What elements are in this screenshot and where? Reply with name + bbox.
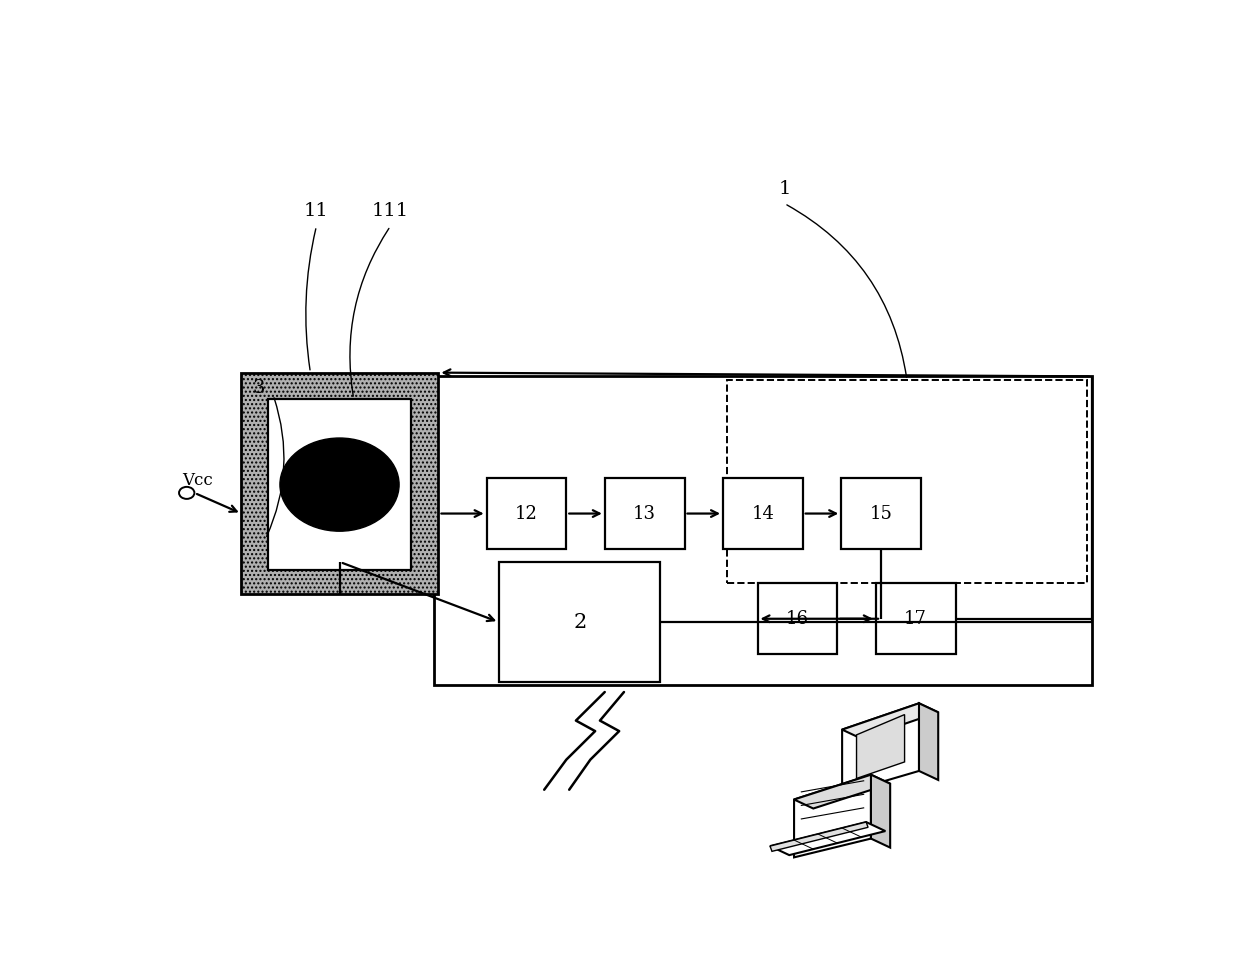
Circle shape: [179, 487, 195, 499]
Bar: [758, 583, 837, 655]
Polygon shape: [770, 822, 885, 855]
Bar: [605, 478, 684, 549]
Text: 17: 17: [904, 610, 928, 628]
Text: Vcc: Vcc: [182, 472, 212, 489]
Polygon shape: [842, 704, 939, 739]
Circle shape: [280, 438, 399, 531]
FancyArrowPatch shape: [306, 228, 316, 370]
Bar: [875, 583, 956, 655]
Bar: [723, 478, 802, 549]
Text: 3: 3: [253, 379, 265, 396]
FancyArrowPatch shape: [350, 228, 389, 396]
Bar: [268, 399, 410, 570]
Text: 12: 12: [515, 505, 538, 522]
Bar: [242, 373, 439, 594]
Bar: [727, 381, 1087, 583]
Bar: [498, 562, 661, 682]
Text: 1: 1: [779, 180, 791, 197]
Polygon shape: [794, 775, 870, 857]
Text: 14: 14: [751, 505, 774, 522]
Bar: [841, 478, 921, 549]
Polygon shape: [919, 704, 939, 780]
Polygon shape: [770, 822, 868, 851]
Text: 16: 16: [786, 610, 808, 628]
Text: 15: 15: [869, 505, 893, 522]
Text: 111: 111: [372, 202, 409, 220]
Polygon shape: [794, 775, 890, 808]
FancyArrowPatch shape: [787, 205, 906, 378]
Polygon shape: [857, 714, 905, 779]
Polygon shape: [870, 775, 890, 847]
Text: 2: 2: [573, 613, 587, 631]
FancyArrowPatch shape: [267, 398, 284, 537]
Polygon shape: [842, 704, 919, 793]
Text: 11: 11: [304, 202, 329, 220]
Text: 13: 13: [634, 505, 656, 522]
Bar: [486, 478, 567, 549]
Bar: [434, 377, 1092, 684]
